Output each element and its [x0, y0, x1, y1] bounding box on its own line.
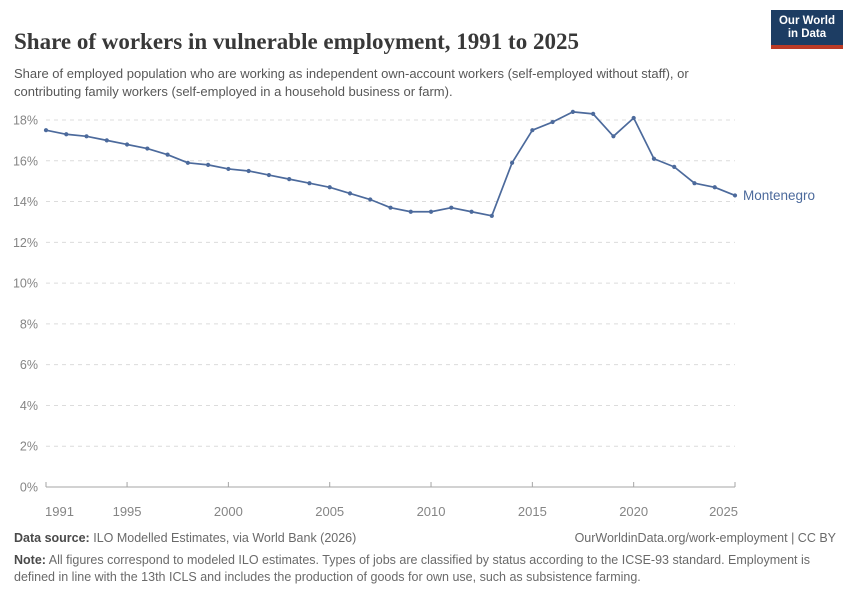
x-axis-tick-label: 1991 — [45, 504, 74, 519]
x-axis-tick-label: 2000 — [214, 504, 243, 519]
y-axis-tick-label: 16% — [13, 154, 38, 168]
y-axis-tick-label: 14% — [13, 195, 38, 209]
data-point[interactable] — [64, 132, 69, 137]
owid-logo-line2: in Data — [787, 28, 827, 40]
data-point[interactable] — [145, 146, 150, 151]
data-point[interactable] — [84, 134, 89, 139]
x-axis-tick-label: 2025 — [709, 504, 738, 519]
data-point[interactable] — [287, 177, 292, 182]
x-axis-tick-label: 2010 — [417, 504, 446, 519]
x-axis-tick-label: 1995 — [113, 504, 142, 519]
chart-subtitle: Share of employed population who are wor… — [14, 66, 689, 99]
footnote-label: Note: — [14, 553, 46, 567]
y-axis-tick-label: 6% — [20, 358, 38, 372]
data-point[interactable] — [651, 156, 657, 161]
data-point[interactable] — [165, 152, 170, 157]
data-point[interactable] — [43, 128, 49, 133]
data-point[interactable] — [712, 185, 717, 190]
y-axis-tick-label: 4% — [20, 399, 38, 413]
data-source-value: ILO Modelled Estimates, via World Bank (… — [93, 531, 357, 545]
x-axis-tick-label: 2005 — [315, 504, 344, 519]
data-point[interactable] — [672, 164, 677, 169]
owid-logo[interactable]: Our World in Data — [770, 10, 843, 49]
page-title: Share of workers in vulnerable employmen… — [14, 29, 579, 55]
data-line-montenegro[interactable] — [45, 110, 736, 217]
y-axis-tick-label: 10% — [13, 277, 38, 291]
data-point[interactable] — [732, 193, 738, 198]
y-axis-tick-label: 12% — [13, 236, 38, 250]
data-point[interactable] — [591, 111, 596, 116]
data-point[interactable] — [449, 205, 454, 210]
data-point[interactable] — [550, 119, 555, 125]
footer: Data source: ILO Modelled Estimates, via… — [14, 531, 836, 586]
data-source-label: Data source: — [14, 531, 90, 545]
footnote-value: All figures correspond to modeled ILO es… — [14, 553, 811, 584]
data-point[interactable] — [570, 109, 575, 114]
data-point[interactable] — [307, 181, 312, 186]
data-point[interactable] — [206, 162, 211, 167]
data-point[interactable] — [266, 172, 272, 178]
x-axis-tick-label: 2020 — [619, 504, 648, 519]
x-axis-tick-label: 2015 — [518, 504, 547, 519]
data-point[interactable] — [185, 160, 190, 165]
data-point[interactable] — [692, 181, 697, 186]
y-axis-tick-label: 8% — [20, 317, 38, 331]
data-point[interactable] — [509, 160, 515, 165]
data-point[interactable] — [631, 115, 636, 121]
data-point[interactable] — [327, 185, 332, 190]
y-axis-tick-label: 18% — [13, 114, 38, 128]
series-label-montenegro[interactable]: Montenegro — [743, 188, 815, 203]
data-point[interactable] — [246, 168, 251, 174]
data-point[interactable] — [226, 166, 231, 172]
data-point[interactable] — [124, 142, 130, 147]
data-point[interactable] — [428, 209, 434, 214]
owid-logo-line1: Our World — [778, 15, 835, 27]
data-point[interactable] — [611, 134, 616, 139]
footnote: Note: All figures correspond to modeled … — [14, 552, 836, 586]
data-point[interactable] — [530, 128, 535, 133]
y-axis-tick-label: 2% — [20, 440, 38, 454]
data-point[interactable] — [104, 138, 109, 143]
data-point[interactable] — [388, 205, 393, 210]
y-axis-tick-label: 0% — [20, 481, 38, 495]
owid-url-link[interactable]: OurWorldinData.org/work-employment | CC … — [574, 531, 836, 545]
data-point[interactable] — [408, 209, 413, 214]
data-source: Data source: ILO Modelled Estimates, via… — [14, 531, 356, 545]
data-point[interactable] — [469, 209, 474, 214]
data-point[interactable] — [347, 191, 353, 196]
line-chart-canvas: 0% 2% 4% 6% 8% 10% 12% 14% 16% 18% 1991 1995 2000 200… — [13, 109, 815, 519]
data-point[interactable] — [368, 197, 373, 202]
data-point[interactable] — [489, 213, 494, 218]
